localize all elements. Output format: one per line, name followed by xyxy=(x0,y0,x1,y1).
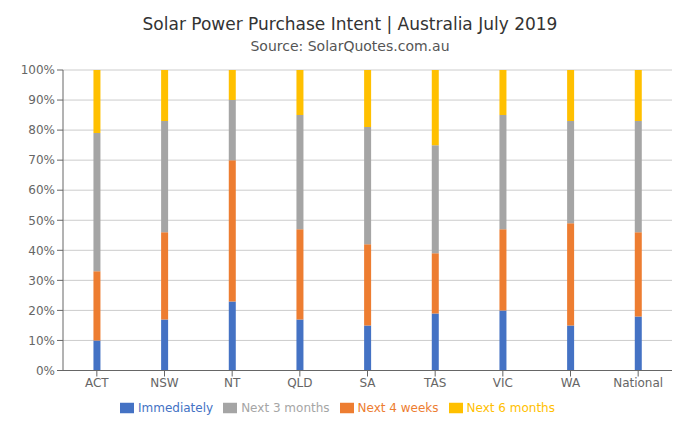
svg-text:QLD: QLD xyxy=(287,376,312,390)
html-text:Solar Power Purchase Intent |: Solar Power Purchase Intent | Australia … xyxy=(142,14,558,34)
html-text:Source: SolarQuotes.com.au: Source: SolarQuotes.com.au xyxy=(250,38,450,54)
svg-text:WA: WA xyxy=(561,376,581,390)
svg-text:ACT: ACT xyxy=(85,376,109,390)
svg-text:20%: 20% xyxy=(28,304,55,318)
svg-text:National: National xyxy=(613,376,663,390)
svg-text:50%: 50% xyxy=(28,214,55,228)
svg-text:0%: 0% xyxy=(36,364,55,378)
svg-text:60%: 60% xyxy=(28,183,55,197)
svg-text:VIC: VIC xyxy=(493,376,513,390)
svg-text:80%: 80% xyxy=(28,123,55,137)
svg-text:NT: NT xyxy=(224,376,241,390)
html-text:Next 4 weeks: Next 4 weeks xyxy=(357,400,439,415)
html-text:Immediately: Immediately xyxy=(138,400,214,415)
html-text:Next 3 months: Next 3 months xyxy=(241,400,330,415)
svg-text:100%: 100% xyxy=(21,63,55,77)
svg-text:SA: SA xyxy=(359,376,376,390)
svg-text:30%: 30% xyxy=(28,274,55,288)
svg-text:70%: 70% xyxy=(28,153,55,167)
html-text:Next 6 months: Next 6 months xyxy=(466,400,555,415)
svg-text:TAS: TAS xyxy=(423,376,446,390)
svg-text:90%: 90% xyxy=(28,93,55,107)
svg-text:40%: 40% xyxy=(28,244,55,258)
svg-text:10%: 10% xyxy=(28,334,55,348)
svg-text:NSW: NSW xyxy=(150,376,179,390)
